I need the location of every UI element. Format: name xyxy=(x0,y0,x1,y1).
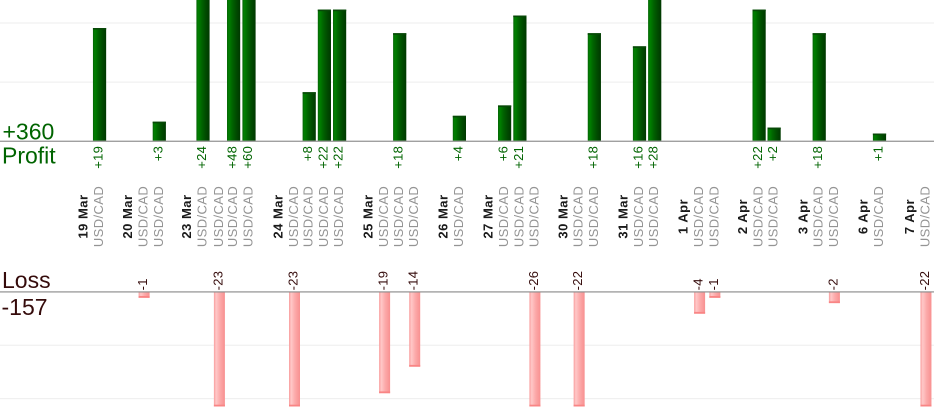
svg-text:6 Apr: 6 Apr xyxy=(856,199,871,234)
svg-text:USD/CAD: USD/CAD xyxy=(286,186,301,247)
svg-text:Profit: Profit xyxy=(2,142,56,168)
svg-text:Loss: Loss xyxy=(2,267,51,293)
svg-text:USD/CAD: USD/CAD xyxy=(391,186,406,247)
svg-text:USD/CAD: USD/CAD xyxy=(691,186,706,247)
svg-text:31 Mar: 31 Mar xyxy=(616,194,631,238)
svg-text:+18: +18 xyxy=(391,146,406,169)
svg-text:25 Mar: 25 Mar xyxy=(361,194,376,238)
svg-text:+22: +22 xyxy=(750,146,765,169)
svg-text:7 Apr: 7 Apr xyxy=(902,199,917,234)
svg-text:+18: +18 xyxy=(585,146,600,169)
svg-text:+22: +22 xyxy=(315,146,330,169)
svg-text:+21: +21 xyxy=(511,146,526,169)
svg-text:20 Mar: 20 Mar xyxy=(120,194,135,238)
svg-text:+4: +4 xyxy=(450,146,465,161)
svg-text:USD/CAD: USD/CAD xyxy=(766,186,781,247)
svg-text:USD/CAD: USD/CAD xyxy=(646,186,661,247)
svg-text:-26: -26 xyxy=(526,271,541,291)
svg-text:19 Mar: 19 Mar xyxy=(76,194,91,238)
svg-text:+3: +3 xyxy=(150,146,165,161)
svg-text:USD/CAD: USD/CAD xyxy=(871,186,886,247)
svg-text:23 Mar: 23 Mar xyxy=(179,194,194,238)
svg-text:USD/CAD: USD/CAD xyxy=(526,186,541,247)
svg-text:+48: +48 xyxy=(225,146,240,169)
svg-text:-19: -19 xyxy=(376,271,391,291)
svg-text:+1: +1 xyxy=(871,146,886,161)
svg-text:USD/CAD: USD/CAD xyxy=(571,186,586,247)
svg-text:+60: +60 xyxy=(240,146,255,169)
svg-text:USD/CAD: USD/CAD xyxy=(511,186,526,247)
svg-text:-23: -23 xyxy=(210,271,225,291)
svg-text:USD/CAD: USD/CAD xyxy=(751,186,766,247)
svg-text:USD/CAD: USD/CAD xyxy=(225,186,240,247)
svg-text:26 Mar: 26 Mar xyxy=(436,194,451,238)
svg-text:30 Mar: 30 Mar xyxy=(555,194,570,238)
svg-text:+18: +18 xyxy=(810,146,825,169)
svg-text:USD/CAD: USD/CAD xyxy=(151,186,166,247)
svg-text:+24: +24 xyxy=(194,146,209,169)
svg-text:USD/CAD: USD/CAD xyxy=(301,186,316,247)
svg-text:-1: -1 xyxy=(135,278,150,290)
svg-text:-4: -4 xyxy=(691,278,706,290)
svg-text:USD/CAD: USD/CAD xyxy=(331,186,346,247)
svg-text:+2: +2 xyxy=(765,146,780,161)
svg-text:USD/CAD: USD/CAD xyxy=(195,186,210,247)
svg-text:-22: -22 xyxy=(570,271,585,291)
svg-text:-2: -2 xyxy=(825,278,840,290)
svg-text:1 Apr: 1 Apr xyxy=(676,199,691,234)
svg-text:USD/CAD: USD/CAD xyxy=(811,186,826,247)
svg-text:+360: +360 xyxy=(3,119,55,145)
svg-text:27 Mar: 27 Mar xyxy=(481,194,496,238)
svg-text:USD/CAD: USD/CAD xyxy=(211,186,226,247)
svg-text:USD/CAD: USD/CAD xyxy=(91,186,106,247)
svg-text:USD/CAD: USD/CAD xyxy=(586,186,601,247)
svg-text:USD/CAD: USD/CAD xyxy=(631,186,646,247)
svg-text:USD/CAD: USD/CAD xyxy=(316,186,331,247)
svg-text:USD/CAD: USD/CAD xyxy=(376,186,391,247)
svg-text:-1: -1 xyxy=(706,278,721,290)
svg-text:+6: +6 xyxy=(496,146,511,161)
svg-text:-23: -23 xyxy=(286,271,301,291)
svg-text:3 Apr: 3 Apr xyxy=(795,199,810,234)
svg-text:-157: -157 xyxy=(2,294,48,320)
svg-text:+28: +28 xyxy=(646,146,661,169)
svg-text:2 Apr: 2 Apr xyxy=(735,199,750,234)
svg-text:USD/CAD: USD/CAD xyxy=(451,186,466,247)
svg-text:USD/CAD: USD/CAD xyxy=(826,186,841,247)
svg-text:-14: -14 xyxy=(406,271,421,291)
svg-text:USD/CAD: USD/CAD xyxy=(406,186,421,247)
svg-text:USD/CAD: USD/CAD xyxy=(706,186,721,247)
svg-text:+16: +16 xyxy=(631,146,646,169)
svg-text:USD/CAD: USD/CAD xyxy=(496,186,511,247)
svg-text:+22: +22 xyxy=(331,146,346,169)
svg-text:-22: -22 xyxy=(917,271,932,291)
svg-text:24 Mar: 24 Mar xyxy=(271,194,286,238)
svg-text:USD/CAD: USD/CAD xyxy=(241,186,256,247)
svg-text:+19: +19 xyxy=(91,146,106,169)
svg-text:+8: +8 xyxy=(300,146,315,161)
svg-text:USD/CAD: USD/CAD xyxy=(136,186,151,247)
svg-text:USD/CAD: USD/CAD xyxy=(917,186,932,247)
